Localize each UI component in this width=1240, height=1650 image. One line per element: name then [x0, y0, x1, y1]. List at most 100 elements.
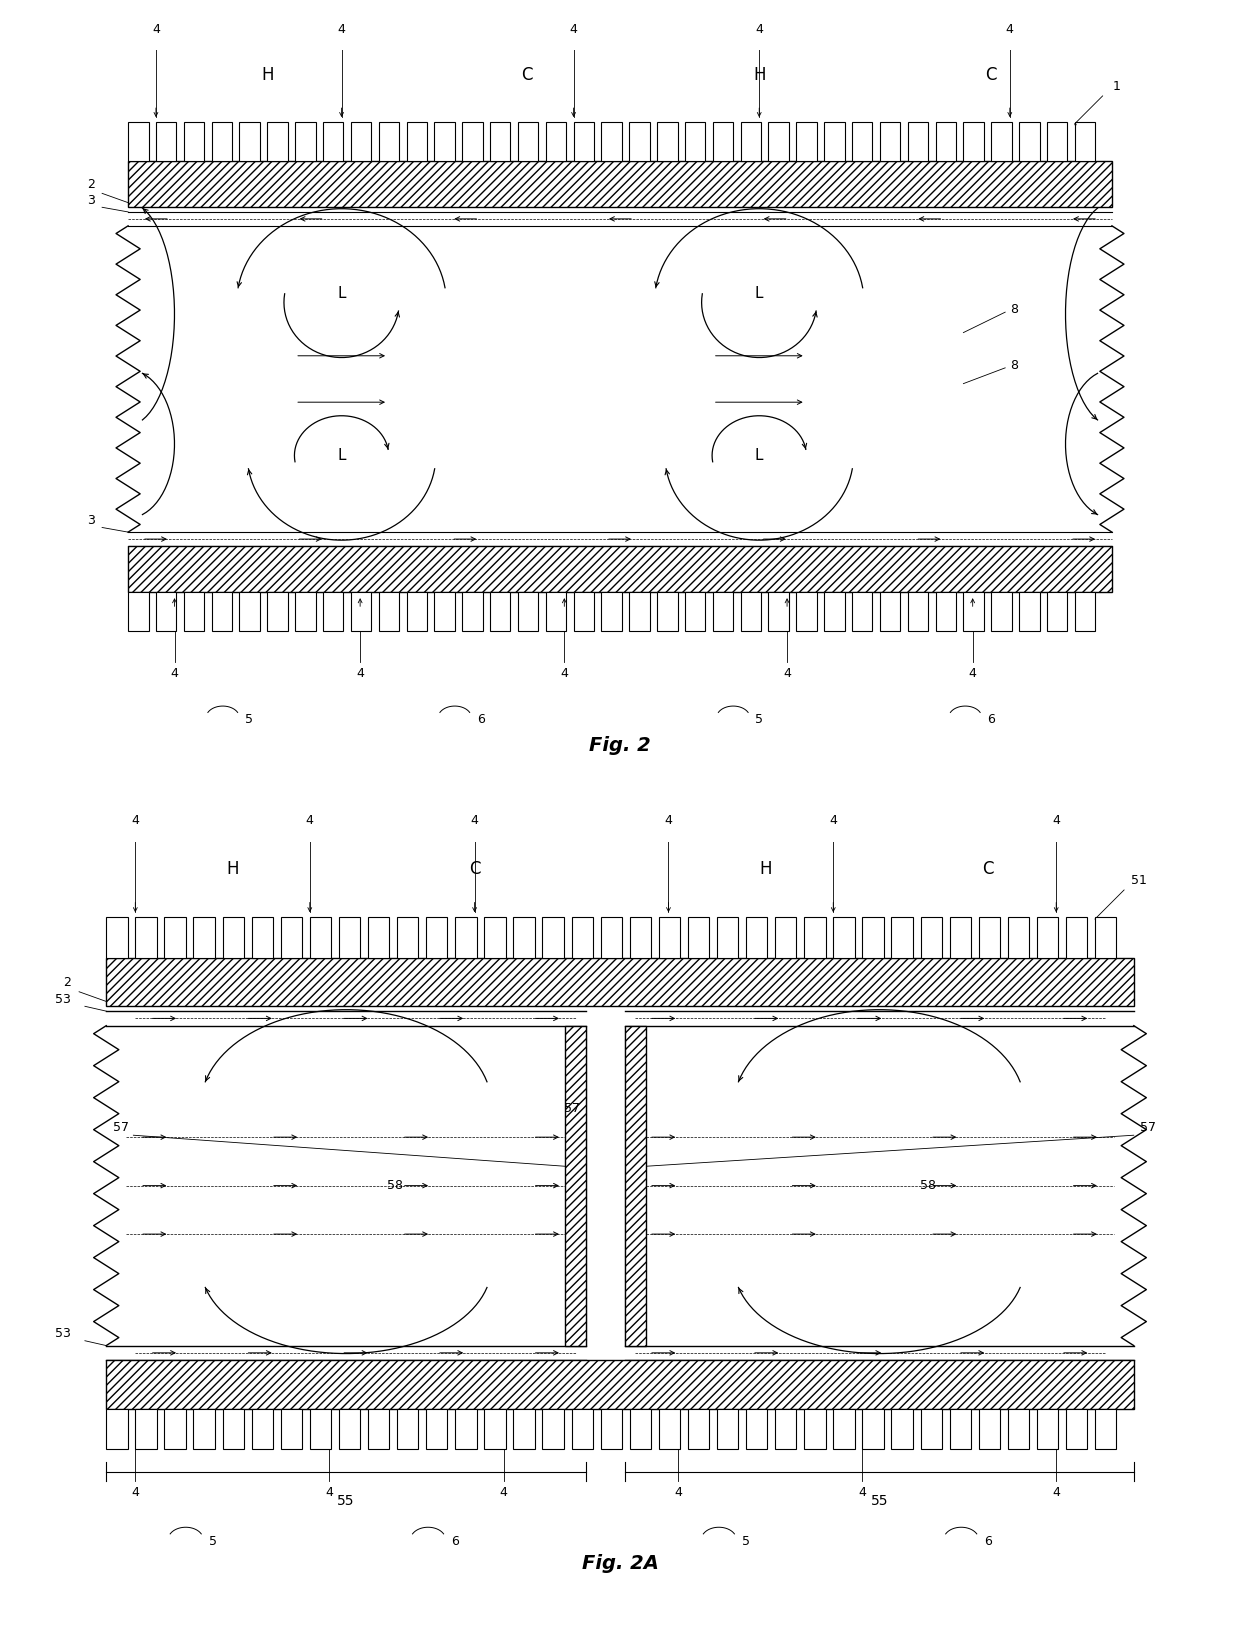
Bar	[107, 917, 128, 957]
Bar	[184, 592, 205, 632]
Bar	[574, 122, 594, 162]
Bar	[295, 592, 315, 632]
Bar	[684, 592, 706, 632]
Text: C: C	[986, 66, 997, 84]
Text: 55: 55	[870, 1493, 888, 1508]
Bar	[156, 122, 176, 162]
Bar	[513, 1409, 534, 1449]
Bar	[880, 592, 900, 632]
Bar	[991, 122, 1012, 162]
Bar	[128, 162, 1112, 208]
Text: 6: 6	[451, 1534, 459, 1548]
Text: 6: 6	[477, 713, 485, 726]
Text: H: H	[759, 860, 771, 878]
Bar	[920, 917, 942, 957]
Bar	[796, 122, 817, 162]
Bar	[135, 1409, 156, 1449]
Bar	[746, 1409, 768, 1449]
Text: H: H	[226, 860, 238, 878]
Text: 4: 4	[131, 813, 139, 827]
Text: 5: 5	[208, 1534, 217, 1548]
Bar	[658, 917, 680, 957]
Text: 53: 53	[55, 1328, 71, 1340]
Bar	[193, 917, 215, 957]
Text: 4: 4	[306, 813, 314, 827]
Text: 4: 4	[1053, 813, 1060, 827]
Bar	[339, 917, 360, 957]
Bar	[295, 122, 315, 162]
Bar	[564, 1026, 587, 1346]
Bar	[397, 917, 418, 957]
Bar	[427, 917, 448, 957]
Bar	[852, 122, 873, 162]
Text: 3: 3	[87, 515, 95, 528]
Text: 55: 55	[337, 1493, 355, 1508]
Bar	[378, 122, 399, 162]
Bar	[740, 592, 761, 632]
Bar	[280, 917, 303, 957]
Text: H: H	[262, 66, 274, 84]
Bar	[490, 122, 511, 162]
Text: 4: 4	[1006, 23, 1014, 36]
Text: 4: 4	[675, 1487, 682, 1500]
Bar	[252, 917, 273, 957]
Bar	[310, 1409, 331, 1449]
Bar	[1095, 917, 1116, 957]
Bar	[630, 917, 651, 957]
Bar	[268, 592, 288, 632]
Bar	[746, 917, 768, 957]
Bar	[833, 917, 854, 957]
Text: 5: 5	[244, 713, 253, 726]
Text: 4: 4	[830, 813, 837, 827]
Bar	[601, 592, 621, 632]
Bar	[128, 546, 1112, 592]
Bar	[717, 1409, 738, 1449]
Bar	[713, 592, 733, 632]
Bar	[427, 1409, 448, 1449]
Bar	[239, 122, 260, 162]
Bar	[935, 122, 956, 162]
Bar	[107, 1409, 128, 1449]
Bar	[542, 917, 564, 957]
Text: 4: 4	[337, 23, 346, 36]
Text: 4: 4	[171, 667, 179, 680]
Text: 4: 4	[471, 813, 479, 827]
Text: 3: 3	[87, 195, 95, 208]
Bar	[935, 592, 956, 632]
Bar	[280, 1409, 303, 1449]
Bar	[252, 1409, 273, 1449]
Bar	[769, 122, 789, 162]
Bar	[601, 122, 621, 162]
Text: 6: 6	[985, 1534, 992, 1548]
Bar	[688, 917, 709, 957]
Bar	[212, 122, 232, 162]
Text: 5: 5	[755, 713, 763, 726]
Bar	[1037, 917, 1058, 957]
Bar	[434, 122, 455, 162]
Bar	[630, 1409, 651, 1449]
Text: 4: 4	[858, 1487, 867, 1500]
Text: 8: 8	[1009, 358, 1018, 371]
Text: 4: 4	[356, 667, 365, 680]
Bar	[518, 592, 538, 632]
Bar	[222, 917, 244, 957]
Bar	[629, 122, 650, 162]
Bar	[978, 1409, 999, 1449]
Bar	[322, 592, 343, 632]
Bar	[518, 122, 538, 162]
Bar	[222, 1409, 244, 1449]
Bar	[908, 122, 928, 162]
Bar	[805, 917, 826, 957]
Text: 4: 4	[968, 667, 977, 680]
Bar	[128, 122, 149, 162]
Bar	[463, 592, 482, 632]
Bar	[239, 592, 260, 632]
Bar	[368, 1409, 389, 1449]
Text: 2: 2	[87, 178, 95, 191]
Text: 2: 2	[63, 975, 72, 988]
Bar	[862, 917, 884, 957]
Bar	[892, 1409, 913, 1449]
Bar	[184, 122, 205, 162]
Bar	[1037, 1409, 1058, 1449]
Text: C: C	[522, 66, 533, 84]
